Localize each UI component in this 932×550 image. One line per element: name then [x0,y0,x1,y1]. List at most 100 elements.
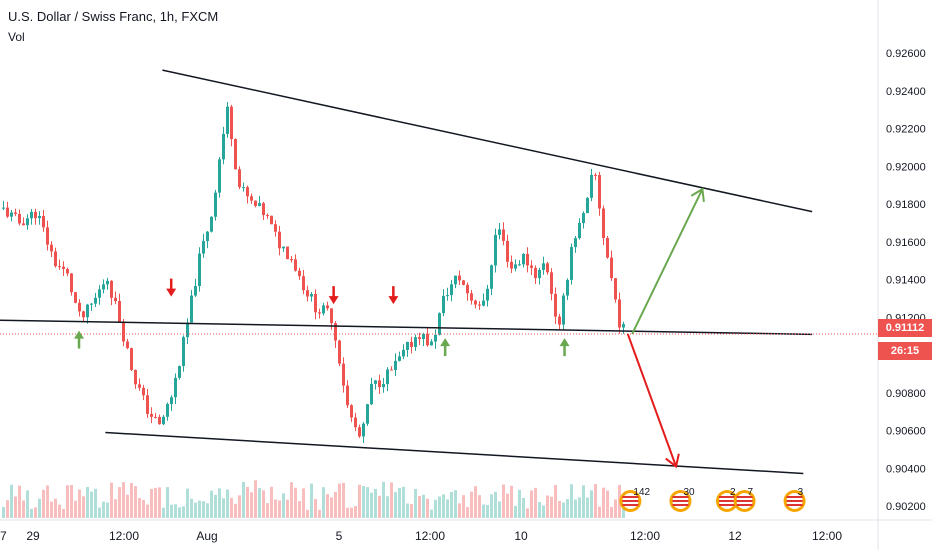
volume-bar [270,486,273,518]
candle-body [394,360,397,371]
volume-bar [466,507,469,518]
candle-body [578,222,581,239]
volume-bar [214,494,217,518]
volume-bar [118,487,121,518]
volume-bar [322,487,325,518]
volume-bar [610,506,613,518]
candle-body [610,257,613,279]
candle-body [358,427,361,437]
time-tick-label: 12:00 [630,529,660,543]
time-tick-label: 5 [336,529,343,543]
candle-body [42,215,45,228]
event-flag-stripe [786,504,803,506]
volume-bar [206,503,209,518]
candle-body [618,299,621,328]
volume-bar [182,506,185,518]
volume-bar [246,486,249,518]
volume-bar [78,489,81,518]
price-tick-label: 0.90600 [886,426,926,438]
candle-body [142,387,145,396]
candle-body [438,313,441,335]
volume-bar [278,500,281,518]
candle-body [418,337,421,340]
candle-body [6,207,9,217]
volume-bar [294,487,297,518]
volume-bar [10,484,13,518]
time-tick-label: 12:00 [812,529,842,543]
volume-bar [150,488,153,518]
volume-bar [550,496,553,518]
volume-bar [566,499,569,518]
last-price-badge: 0.91112 [878,319,932,337]
volume-bar [434,499,437,518]
event-count-label: 30 [683,487,695,498]
projection-bearish-target [626,333,677,467]
candle-body [178,365,181,378]
candle-body [274,224,277,232]
candle-body [430,341,433,346]
candle-body [162,416,165,425]
candle-body [102,284,105,290]
candle-body [58,266,61,268]
candle-body [602,208,605,238]
candle-body [166,403,169,417]
volume-bar [346,507,349,518]
volume-bar [542,505,545,518]
event-flag-stripe [622,500,639,502]
candle-body [26,218,29,226]
volume-bar [226,489,229,518]
candle-body [86,304,89,318]
volume-bar [154,487,157,518]
candle-body [486,288,489,301]
candle-body [66,269,69,274]
event-flag-stripe [786,496,803,498]
candle-body [374,380,377,384]
event-count-label: 2 [730,487,736,498]
volume-bar [26,490,29,518]
candle-body [338,340,341,364]
candle-body [594,174,597,176]
volume-bar [254,480,257,518]
volume-bar [222,498,225,518]
volume-bar [138,497,141,518]
volume-bar [366,487,369,518]
candle-body [170,397,173,404]
volume-bar [266,503,269,518]
volume-bar [282,493,285,518]
candle-body [202,241,205,254]
volume-bar [42,489,45,518]
volume-bar [358,484,361,518]
event-flag-stripe [672,500,689,502]
volume-bar [6,500,9,518]
volume-bar [334,491,337,518]
candle-body [590,174,593,198]
volume-bar [486,504,489,518]
price-axis[interactable]: 0.92600 0.92400 0.92200 0.92000 0.91800 0.916… [886,48,926,513]
candle-body [126,341,129,349]
volume-bar [114,499,117,518]
price-tick-label: 0.91600 [886,237,926,249]
candle-body [230,106,233,140]
candle-body [530,265,533,268]
candle-body [586,197,589,214]
candle-body [330,308,333,324]
candle-body [362,423,365,437]
annotation-arrows [74,187,705,469]
event-count-label: 3 [798,487,804,498]
candle-body [402,349,405,357]
volume-bar [46,485,49,518]
trendline-lower-support [105,431,804,475]
volume-bar [218,488,221,518]
candle-body [174,377,177,398]
time-axis[interactable]: 29 12:00 Aug 5 12:00 10 12:00 12 12:00 17 [0,529,842,543]
candle-body [490,265,493,289]
volume-bar [146,504,149,518]
candle-body [194,286,197,296]
volume-bars [2,480,625,518]
volume-bar [174,504,177,518]
volume-bar [286,499,289,518]
candle-body [154,416,157,418]
candle-body [434,334,437,342]
candle-body [118,301,121,322]
